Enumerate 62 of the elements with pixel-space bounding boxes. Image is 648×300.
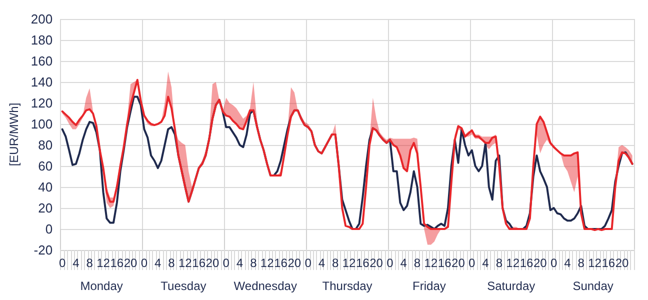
x-tick-label: 8 <box>332 256 340 270</box>
x-tick-label: 12 <box>424 256 438 270</box>
x-tick-label: 16 <box>602 256 616 270</box>
x-tick-label: 4 <box>236 256 244 270</box>
x-tick-label: 8 <box>86 256 94 270</box>
x-tick-label: 4 <box>564 256 572 270</box>
y-tick-label: 40 <box>38 180 53 194</box>
text: Sunday <box>572 279 614 293</box>
x-tick-label: 20 <box>452 256 466 270</box>
x-tick-label: 0 <box>550 256 558 270</box>
text: Wednesday <box>234 279 297 293</box>
x-tick-label: 8 <box>168 256 176 270</box>
x-tick-label: 12 <box>342 256 356 270</box>
x-tick-label: 12 <box>588 256 602 270</box>
x-tick-label: 0 <box>140 256 148 270</box>
x-tick-label: 0 <box>222 256 230 270</box>
x-tick-label: 16 <box>520 256 534 270</box>
x-tick-label: 8 <box>496 256 503 270</box>
x-tick-label: 4 <box>400 256 408 270</box>
y-axis-title: [EUR/MWh] <box>7 102 21 166</box>
x-tick-label: 4 <box>482 256 490 270</box>
text: Friday <box>412 279 446 293</box>
x-tick-label: 20 <box>615 256 630 270</box>
x-tick-label: 12 <box>506 256 520 270</box>
x-tick-label: 12 <box>96 256 110 270</box>
y-tick-label: 120 <box>30 96 53 110</box>
y-tick-label: 60 <box>38 158 53 174</box>
x-tick-label: 4 <box>72 256 80 270</box>
y-tick-label: -20 <box>34 242 53 258</box>
x-tick-label: 16 <box>192 256 206 270</box>
text: Monday <box>80 279 123 293</box>
x-tick-label: 16 <box>356 256 370 270</box>
x-tick-label: 16 <box>110 256 124 270</box>
x-tick-label: 12 <box>178 256 192 270</box>
x-tick-label: 20 <box>370 256 384 270</box>
text: Thursday <box>322 279 372 293</box>
text: Saturday <box>487 279 536 293</box>
x-tick-label: 16 <box>438 256 452 270</box>
x-tick-label: 20 <box>533 256 548 270</box>
y-tick-label: 140 <box>30 74 53 90</box>
x-tick-label: 16 <box>274 256 288 270</box>
x-tick-label: 8 <box>250 256 258 270</box>
x-tick-label: 0 <box>58 256 66 270</box>
x-tick-label: 4 <box>154 256 162 270</box>
y-tick-label: 160 <box>30 54 53 68</box>
x-tick-label: 4 <box>318 256 326 270</box>
y-tick-label: 100 <box>30 116 53 132</box>
x-tick-label: 0 <box>468 256 476 270</box>
x-tick-label: 12 <box>260 256 274 270</box>
x-tick-label: 8 <box>414 256 421 270</box>
x-tick-label: 8 <box>578 256 585 270</box>
x-tick-label: 0 <box>304 256 312 270</box>
y-tick-label: 0 <box>45 222 53 236</box>
text: Tuesday <box>160 279 206 293</box>
x-tick-label: 20 <box>288 256 302 270</box>
y-tick-label: 80 <box>38 138 53 152</box>
y-tick-label: 20 <box>38 200 53 216</box>
x-tick-label: 20 <box>206 256 220 270</box>
x-tick-label: 20 <box>124 256 138 270</box>
y-tick-label: 200 <box>30 12 53 26</box>
x-tick-label: 0 <box>386 256 394 270</box>
y-tick-label: 180 <box>30 32 53 48</box>
